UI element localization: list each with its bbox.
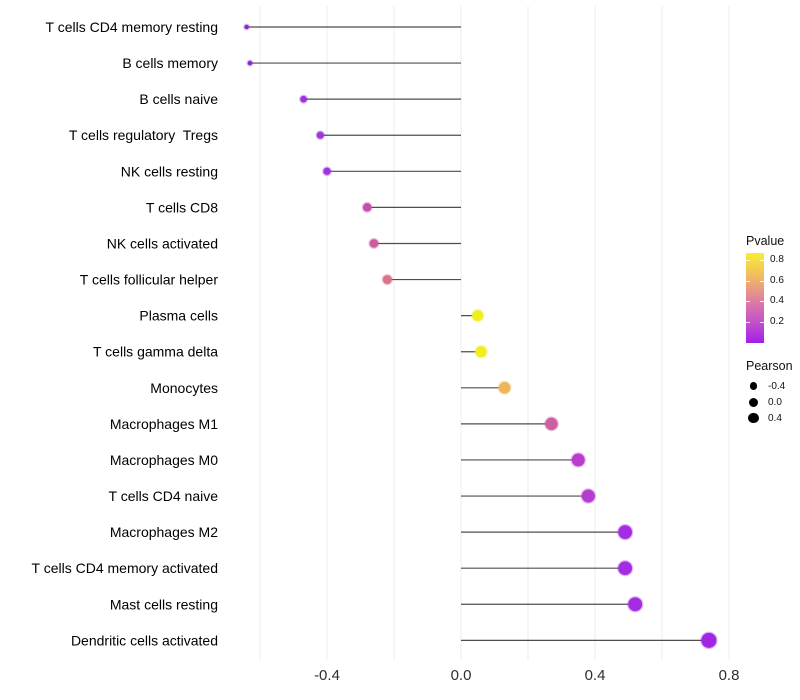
y-axis-label: T cells regulatory Tregs [69, 127, 218, 143]
lollipop-dot [617, 524, 634, 541]
legend-pvalue: Pvalue 0.8 0.6 0.4 0.2 [746, 234, 800, 345]
y-axis-label: Macrophages M2 [110, 524, 218, 540]
legend-pearson: Pearson -0.4 0.0 0.4 [746, 359, 800, 426]
pvalue-colorbar-body: 0.8 0.6 0.4 0.2 [746, 253, 800, 345]
lollipop-dot [543, 416, 559, 432]
pvalue-tick-label: 0.2 [770, 315, 784, 327]
y-axis-label: T cells CD4 memory activated [32, 560, 218, 576]
pearson-legend-dot [749, 382, 758, 390]
y-axis-label: B cells naive [139, 91, 218, 107]
pvalue-colorbar-tick [760, 301, 764, 302]
lollipop-dot [627, 596, 644, 613]
legend-pearson-title: Pearson [746, 359, 793, 373]
pvalue-colorbar-tick [760, 260, 764, 261]
y-axis-label: NK cells activated [107, 235, 218, 251]
pvalue-colorbar-tick [746, 280, 750, 282]
pvalue-colorbar-tick [760, 321, 764, 323]
lollipop-dot [474, 344, 488, 359]
legend-pvalue-title: Pvalue [746, 234, 785, 248]
y-axis-label: T cells gamma delta [93, 344, 218, 360]
pvalue-colorbar-tick [760, 280, 764, 282]
lollipop-dot [315, 130, 326, 141]
y-axis-label: T cells CD4 memory resting [46, 19, 218, 35]
lollipop-dot [497, 380, 512, 395]
x-axis-tick-label: -0.4 [314, 667, 340, 684]
y-axis-label: Macrophages M0 [110, 452, 218, 468]
x-axis-tick-label: 0.8 [719, 667, 740, 684]
lollipop-dot [299, 94, 309, 104]
pearson-legend-label: -0.4 [768, 380, 786, 392]
y-axis-label: Dendritic cells activated [71, 632, 218, 648]
lollipop-dot [381, 273, 394, 286]
pearson-legend-row: 0.4 [746, 410, 800, 426]
pearson-legend-dot-box [746, 382, 761, 390]
y-axis-label: T cells CD4 naive [109, 488, 219, 504]
pearson-legend-dot-box [746, 412, 761, 424]
lollipop-dot [580, 488, 597, 504]
lollipop-dot [361, 201, 373, 213]
lollipop-dot [700, 631, 718, 650]
pvalue-colorbar [746, 253, 764, 343]
pearson-legend-dot [749, 397, 758, 407]
pvalue-tick-label: 0.4 [770, 295, 784, 306]
lollipop-dot [368, 237, 380, 250]
y-axis-label: Macrophages M1 [110, 416, 218, 432]
y-axis-label: Plasma cells [139, 308, 218, 324]
lollipop-dot [470, 308, 485, 323]
y-axis-label: T cells CD8 [146, 199, 218, 215]
y-axis-label: NK cells resting [121, 163, 218, 179]
pearson-legend-label: 0.0 [768, 396, 782, 408]
pearson-legend-dot [748, 412, 759, 424]
pvalue-colorbar-tick [746, 321, 750, 323]
lollipop-dot [322, 166, 332, 177]
x-axis-tick-label: 0.4 [585, 667, 606, 684]
pearson-legend-row: -0.4 [746, 378, 800, 394]
y-axis-label: Monocytes [150, 380, 218, 396]
pvalue-tick-label: 0.6 [770, 274, 784, 286]
y-axis-label: Mast cells resting [110, 596, 218, 612]
lollipop-dot [246, 59, 254, 67]
pearson-legend-dot-box [746, 397, 761, 407]
x-axis-tick-label: 0.0 [451, 667, 472, 684]
pvalue-colorbar-tick [746, 260, 750, 261]
lollipop-dot [617, 560, 634, 577]
y-axis-label: B cells memory [122, 55, 218, 71]
pvalue-tick-label: 0.8 [770, 254, 784, 265]
pearson-legend-label: 0.4 [768, 412, 782, 424]
lollipop-dot [570, 452, 586, 468]
lollipop-dot [243, 23, 250, 31]
pvalue-colorbar-tick [746, 301, 750, 302]
y-axis-label: T cells follicular helper [80, 272, 219, 288]
pearson-legend-row: 0.0 [746, 394, 800, 410]
